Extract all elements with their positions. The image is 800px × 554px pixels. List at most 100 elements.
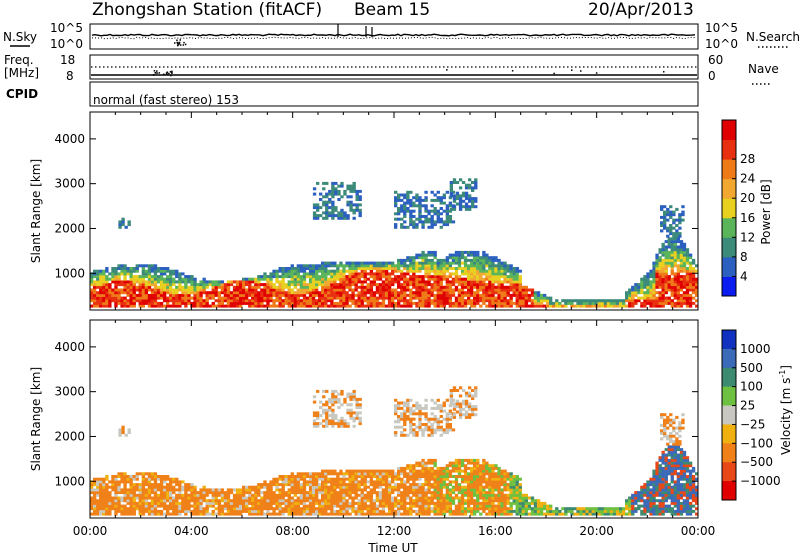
heatmap-cell	[141, 304, 146, 308]
heatmap-cell	[296, 504, 301, 508]
heatmap-cell	[114, 501, 118, 505]
heatmap-cell	[147, 501, 152, 505]
heatmap-cell	[126, 285, 130, 289]
heatmap-cell	[120, 291, 124, 295]
noise-scatter	[178, 42, 181, 45]
heatmap-cell	[357, 301, 361, 305]
heatmap-cell	[430, 475, 434, 478]
heatmap-cell	[555, 299, 559, 303]
heatmap-cell	[99, 477, 103, 481]
heatmap-cell	[342, 285, 346, 289]
heatmap-cell	[588, 299, 592, 303]
heatmap-cell	[409, 267, 413, 270]
heatmap-cell	[111, 277, 115, 281]
heatmap-cell	[400, 469, 404, 473]
heatmap-cell	[381, 509, 386, 513]
heatmap-cell	[281, 285, 285, 289]
heatmap-cell	[430, 190, 434, 194]
heatmap-cell	[345, 499, 349, 503]
heatmap-cell	[442, 223, 446, 227]
heatmap-cell	[494, 493, 498, 497]
heatmap-cell	[695, 280, 699, 284]
heatmap-cell	[375, 267, 380, 270]
heatmap-cell	[111, 477, 115, 481]
heatmap-cell	[178, 509, 182, 513]
heatmap-cell	[536, 293, 541, 297]
heatmap-cell	[96, 275, 100, 279]
heatmap-cell	[196, 293, 200, 297]
heatmap-cell	[491, 472, 495, 476]
heatmap-cell	[667, 258, 671, 262]
heatmap-cell	[99, 504, 103, 508]
heatmap-cell	[184, 299, 188, 303]
heatmap-cell	[318, 475, 322, 478]
heatmap-cell	[184, 501, 188, 505]
freq-scatter	[595, 72, 598, 74]
heatmap-cell	[670, 248, 674, 252]
heatmap-cell	[397, 493, 401, 497]
heatmap-cell	[105, 483, 109, 487]
heatmap-cell	[415, 485, 419, 489]
heatmap-cell	[269, 272, 273, 276]
heatmap-cell	[187, 296, 191, 300]
heatmap-cell	[424, 190, 428, 194]
heatmap-cell	[463, 507, 468, 511]
heatmap-cell	[135, 269, 139, 273]
heatmap-cell	[163, 280, 167, 284]
noise-scatter	[176, 39, 178, 42]
heatmap-cell	[424, 291, 428, 295]
heatmap-cell	[415, 296, 419, 300]
heatmap-cell	[205, 501, 209, 505]
heatmap-cell	[658, 275, 662, 279]
heatmap-cell	[445, 267, 450, 270]
heatmap-cell	[327, 499, 331, 503]
heatmap-cell	[144, 496, 149, 500]
heatmap-cell	[211, 291, 215, 295]
heatmap-cell	[235, 301, 240, 305]
heatmap-cell	[439, 296, 443, 300]
heatmap-cell	[412, 275, 416, 279]
heatmap-cell	[433, 472, 437, 476]
heatmap-cell	[357, 277, 361, 281]
heatmap-cell	[144, 293, 149, 297]
heatmap-cell	[242, 496, 246, 500]
heatmap-cell	[476, 485, 480, 489]
heatmap-cell	[454, 288, 459, 292]
heatmap-cell	[302, 264, 307, 268]
heatmap-cell	[196, 301, 200, 305]
heatmap-cell	[123, 275, 127, 279]
heatmap-cell	[187, 280, 191, 284]
heatmap-cell	[333, 280, 337, 284]
heatmap-cell	[391, 496, 395, 500]
heatmap-cell	[378, 501, 383, 505]
heatmap-cell	[129, 272, 133, 276]
heatmap-cell	[172, 288, 176, 292]
heatmap-cell	[205, 488, 209, 492]
heatmap-cell	[287, 283, 291, 287]
heatmap-cell	[187, 275, 191, 279]
heatmap-cell	[409, 288, 413, 292]
heatmap-cell	[467, 275, 471, 279]
heatmap-cell	[311, 272, 316, 276]
heatmap-cell	[418, 261, 422, 265]
heatmap-cell	[257, 275, 261, 279]
heatmap-cell	[488, 501, 492, 505]
heatmap-cell	[114, 269, 118, 273]
heatmap-cell	[254, 485, 258, 489]
heatmap-cell	[251, 512, 255, 516]
heatmap-cell	[340, 181, 344, 185]
heatmap-cell	[448, 256, 453, 260]
heatmap-cell	[144, 280, 149, 284]
heatmap-cell	[354, 493, 358, 497]
heatmap-cell	[546, 299, 550, 303]
heatmap-cell	[299, 496, 304, 500]
heatmap-cell	[339, 496, 343, 500]
heatmap-cell	[640, 296, 644, 300]
heatmap-cell	[494, 291, 498, 295]
heatmap-cell	[436, 209, 440, 213]
heatmap-cell	[299, 285, 304, 289]
heatmap-cell	[138, 304, 142, 308]
heatmap-cell	[497, 283, 501, 287]
heatmap-cell	[278, 488, 282, 492]
heatmap-cell	[184, 283, 188, 287]
